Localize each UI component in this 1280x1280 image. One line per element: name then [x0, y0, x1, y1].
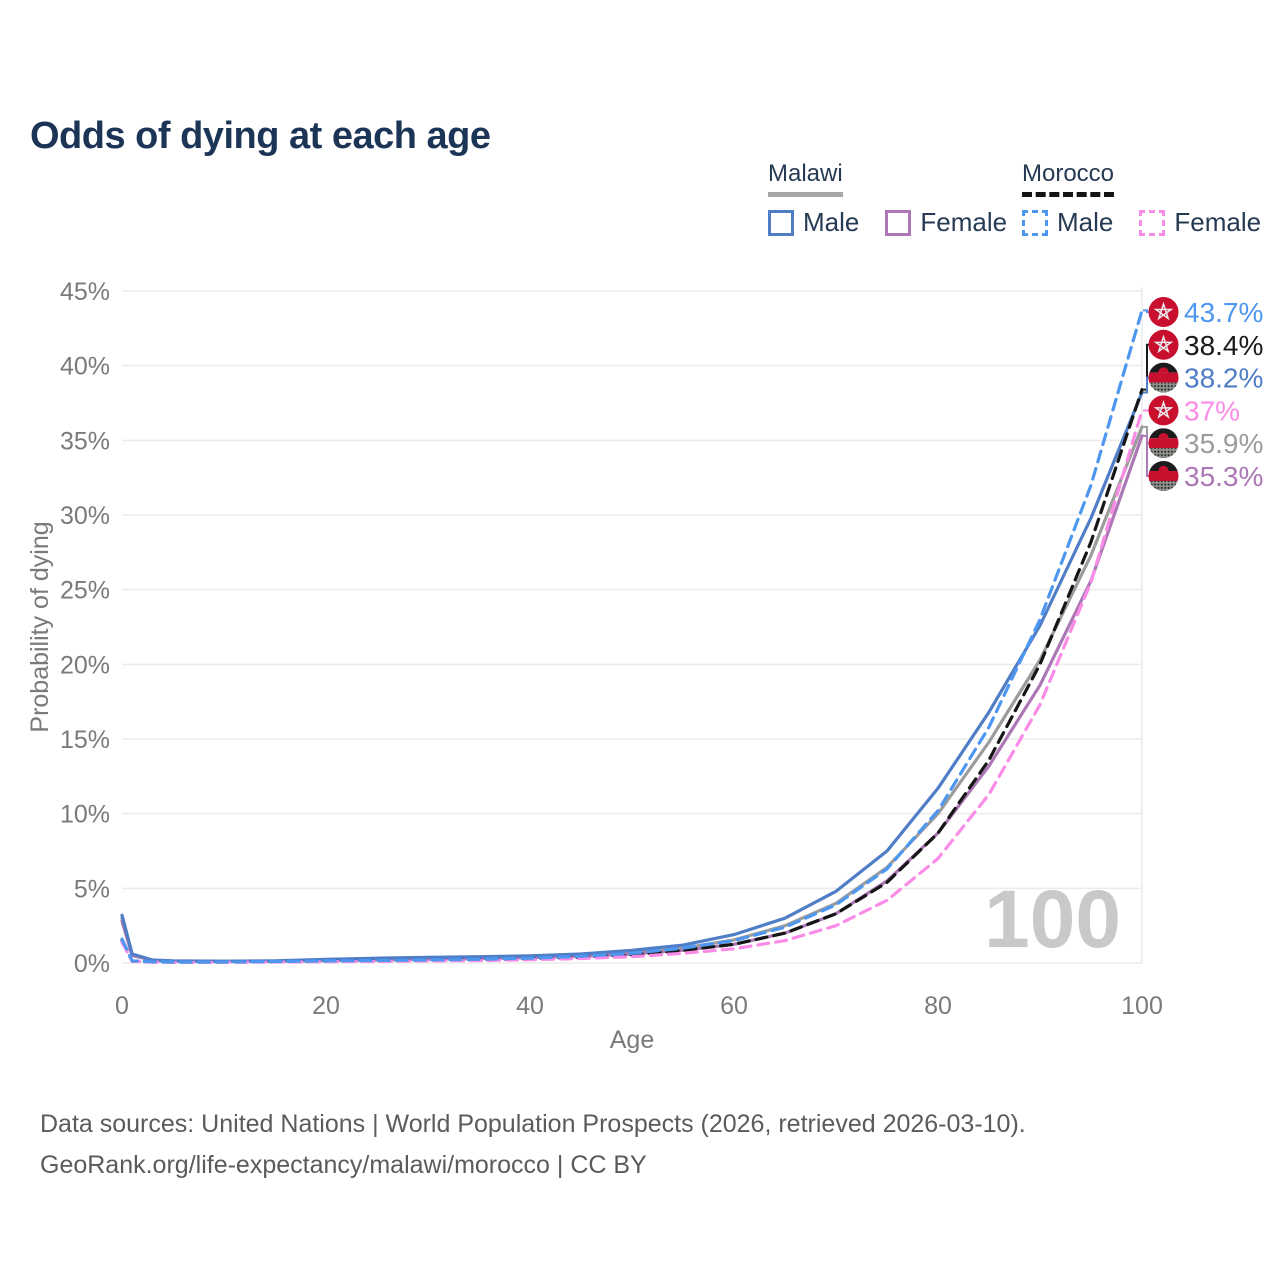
morocco-flag-icon: [1148, 329, 1179, 360]
footer: Data sources: United Nations | World Pop…: [40, 1104, 1026, 1186]
legend-items-malawi: Male Female: [768, 207, 1007, 238]
legend-items-morocco: Male Female: [1022, 207, 1261, 238]
series-end-value-label: 35.3%: [1184, 461, 1263, 492]
legend-item-label: Female: [920, 207, 1008, 237]
y-tick-label: 5%: [74, 875, 110, 903]
malawi-flag-icon: [1148, 362, 1179, 393]
x-tick-label: 40: [516, 992, 544, 1020]
annotation-connector: [1143, 343, 1149, 391]
morocco-flag-icon: [1148, 297, 1179, 327]
series-end-value-label: 38.4%: [1184, 330, 1263, 361]
morocco-male-swatch-icon: [1022, 209, 1048, 236]
y-tick-label: 35%: [60, 427, 110, 455]
legend-item-label: Male: [1057, 207, 1114, 237]
y-tick-label: 30%: [60, 502, 110, 530]
malawi-flag-icon: [1148, 461, 1179, 491]
y-tick-label: 10%: [60, 801, 110, 829]
malawi-female-swatch-icon: [885, 209, 912, 236]
y-tick-label: 0%: [74, 950, 110, 978]
y-tick-label: 20%: [60, 651, 110, 679]
series-end-value-label: 35.9%: [1184, 428, 1263, 459]
x-tick-label: 100: [1121, 992, 1163, 1020]
annotation-connector: [1143, 309, 1149, 313]
legend-country-malawi[interactable]: Malawi: [768, 160, 843, 197]
x-tick-label: 20: [312, 992, 340, 1020]
y-axis-title: Probability of dying: [26, 521, 54, 732]
annotation-connector: [1143, 434, 1149, 477]
legend-item-label: Female: [1174, 207, 1262, 237]
series-end-value-label: 38.2%: [1184, 363, 1263, 394]
page-title: Odds of dying at each age: [30, 115, 491, 158]
y-tick-label: 40%: [60, 353, 110, 381]
malawi-male-swatch-icon: [768, 209, 794, 236]
y-tick-label: 45%: [60, 278, 110, 306]
morocco-female-swatch-icon: [1139, 209, 1166, 236]
legend-country-morocco[interactable]: Morocco: [1022, 160, 1115, 197]
series-end-value-label: 43.7%: [1184, 297, 1263, 328]
legend-item-morocco-female[interactable]: Female: [1139, 207, 1261, 238]
y-tick-label: 15%: [60, 726, 110, 754]
x-tick-label: 80: [924, 992, 952, 1020]
legend-item-label: Male: [803, 207, 860, 237]
malawi-flag-icon: [1148, 428, 1179, 459]
age-watermark: 100: [984, 874, 1121, 965]
legend-group-morocco: Morocco Male Female: [1022, 160, 1261, 238]
x-tick-label: 60: [720, 992, 748, 1020]
y-tick-label: 25%: [60, 577, 110, 605]
x-tick-label: 0: [115, 992, 129, 1020]
footer-attribution: GeoRank.org/life-expectancy/malawi/moroc…: [40, 1151, 647, 1179]
morocco-flag-icon: [1148, 395, 1179, 426]
legend-item-morocco-male[interactable]: Male: [1022, 207, 1113, 238]
footer-data-sources: Data sources: United Nations | World Pop…: [40, 1110, 1026, 1138]
series-end-value-label: 37%: [1184, 395, 1240, 426]
legend-item-malawi-female[interactable]: Female: [885, 207, 1007, 238]
legend-item-malawi-male[interactable]: Male: [768, 207, 859, 238]
legend-group-malawi: Malawi Male Female: [768, 160, 1007, 238]
x-axis-title: Age: [610, 1026, 654, 1054]
annotation-connector: [1143, 376, 1149, 394]
series-line-morocco-male: [120, 308, 1144, 964]
